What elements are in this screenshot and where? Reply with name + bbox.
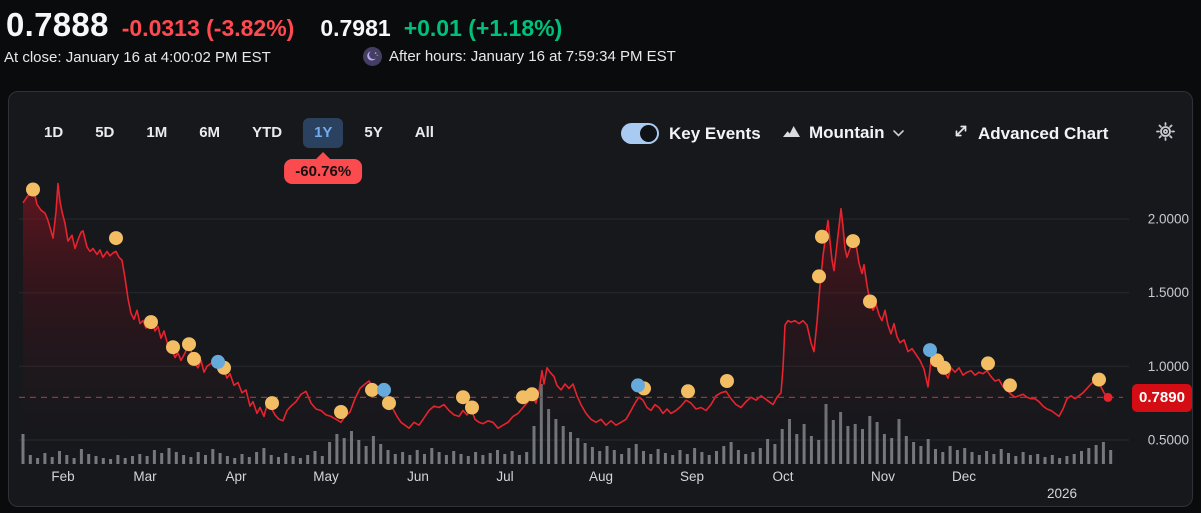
key-event-dot[interactable]: [265, 396, 279, 411]
range-button-5y[interactable]: 5Y: [353, 118, 393, 148]
gear-icon: [1155, 122, 1176, 145]
range-selector: 1D 5D 1M 6M YTD 1Y -60.76% 5Y All: [33, 118, 445, 184]
key-event-dot[interactable]: [525, 387, 539, 402]
key-event-dot[interactable]: [187, 351, 201, 366]
key-event-dot[interactable]: [109, 231, 123, 246]
key-event-dot[interactable]: [846, 234, 860, 249]
range-button-6m[interactable]: 6M: [188, 118, 231, 148]
price-row: 0.7888 -0.0313 (-3.82%) 0.7981 +0.01 (+1…: [0, 0, 1201, 44]
key-event-dot[interactable]: [26, 182, 40, 197]
volume-bar: [1109, 450, 1113, 464]
key-event-dot[interactable]: [465, 400, 479, 415]
x-month-label: Dec: [952, 469, 976, 484]
x-month-label: Jul: [496, 469, 513, 484]
range-button-1y[interactable]: 1Y: [303, 118, 344, 148]
key-event-dot-blue[interactable]: [631, 378, 645, 393]
key-event-dot-blue[interactable]: [923, 343, 937, 358]
price-chart-svg: 2.0000 1.5000 1.0000 0.5000 Feb Mar Apr May Jun J…: [19, 182, 1189, 501]
settings-gear-button[interactable]: [1155, 121, 1176, 145]
current-price-axis-tag: 0.7890: [1132, 384, 1192, 412]
price-chart[interactable]: 2.0000 1.5000 1.0000 0.5000 Feb Mar Apr May Jun J…: [9, 156, 1194, 508]
key-event-dot[interactable]: [815, 229, 829, 244]
key-event-dot-blue[interactable]: [211, 354, 225, 369]
range-button-1m[interactable]: 1M: [135, 118, 178, 148]
year-label: 2026: [1047, 486, 1077, 501]
price-change: -0.0313 (-3.82%): [121, 15, 295, 41]
x-month-label: Apr: [225, 469, 247, 484]
moon-icon: [363, 47, 382, 66]
key-event-dot[interactable]: [1092, 372, 1106, 387]
key-events-label: Key Events: [669, 123, 761, 143]
x-month-label: Nov: [871, 469, 895, 484]
after-hours-price: 0.7981: [320, 15, 391, 41]
mountain-icon: [783, 124, 801, 143]
key-event-dot[interactable]: [182, 337, 196, 352]
at-close-text: At close: January 16 at 4:00:02 PM EST: [4, 49, 271, 66]
chart-type-selector[interactable]: Mountain: [783, 123, 904, 143]
key-event-dot[interactable]: [382, 396, 396, 411]
key-event-dot[interactable]: [681, 384, 695, 399]
after-hours-group: After hours: January 16 at 7:59:34 PM ES…: [363, 47, 676, 66]
quote-header: 0.7888 -0.0313 (-3.82%) 0.7981 +0.01 (+1…: [0, 0, 1201, 69]
range-button-1d[interactable]: 1D: [33, 118, 74, 148]
y-tick-label: 1.0000: [1148, 359, 1189, 374]
key-event-dot[interactable]: [981, 356, 995, 371]
x-month-label: May: [313, 469, 339, 484]
key-event-dot[interactable]: [144, 315, 158, 330]
after-hours-change: +0.01 (+1.18%): [403, 15, 563, 41]
x-month-label: Sep: [680, 469, 704, 484]
range-button-5d[interactable]: 5D: [84, 118, 125, 148]
key-event-dot[interactable]: [1003, 378, 1017, 393]
key-event-dot[interactable]: [365, 382, 379, 397]
market-time-row: At close: January 16 at 4:00:02 PM EST A…: [0, 47, 1201, 69]
x-month-label: Jun: [407, 469, 429, 484]
after-hours-text: After hours: January 16 at 7:59:34 PM ES…: [389, 48, 676, 65]
last-price-dot: [1103, 392, 1113, 402]
x-month-label: Oct: [772, 469, 793, 484]
y-tick-label: 2.0000: [1148, 212, 1189, 227]
chevron-down-icon: [892, 124, 904, 142]
x-month-label: Aug: [589, 469, 613, 484]
key-event-dot[interactable]: [812, 269, 826, 284]
x-month-label: Mar: [133, 469, 157, 484]
chart-panel: 1D 5D 1M 6M YTD 1Y -60.76% 5Y All Key Ev…: [8, 91, 1193, 507]
advanced-chart-label: Advanced Chart: [978, 123, 1109, 143]
x-month-label: Feb: [51, 469, 74, 484]
key-event-dot[interactable]: [456, 390, 470, 405]
y-tick-label: 1.5000: [1148, 285, 1189, 300]
range-performance-badge: -60.76%: [284, 152, 363, 184]
toggle-knob: [640, 125, 657, 142]
price-area: [23, 183, 1108, 464]
key-events-toggle[interactable]: [621, 123, 659, 144]
expand-diagonal-arrow-icon: [953, 123, 969, 144]
key-event-dot[interactable]: [334, 405, 348, 419]
key-event-dot[interactable]: [863, 294, 877, 309]
advanced-chart-link[interactable]: Advanced Chart: [953, 123, 1108, 144]
current-price: 0.7888: [6, 6, 109, 43]
key-event-dot[interactable]: [166, 340, 180, 355]
key-events-group: Key Events: [621, 123, 761, 144]
range-button-ytd[interactable]: YTD: [241, 118, 293, 148]
key-event-dot[interactable]: [937, 360, 951, 375]
key-event-dot[interactable]: [720, 374, 734, 388]
range-button-all[interactable]: All: [404, 118, 445, 148]
key-event-dot-blue[interactable]: [377, 382, 391, 397]
y-tick-label: 0.5000: [1148, 433, 1189, 448]
chart-type-label: Mountain: [809, 123, 885, 142]
